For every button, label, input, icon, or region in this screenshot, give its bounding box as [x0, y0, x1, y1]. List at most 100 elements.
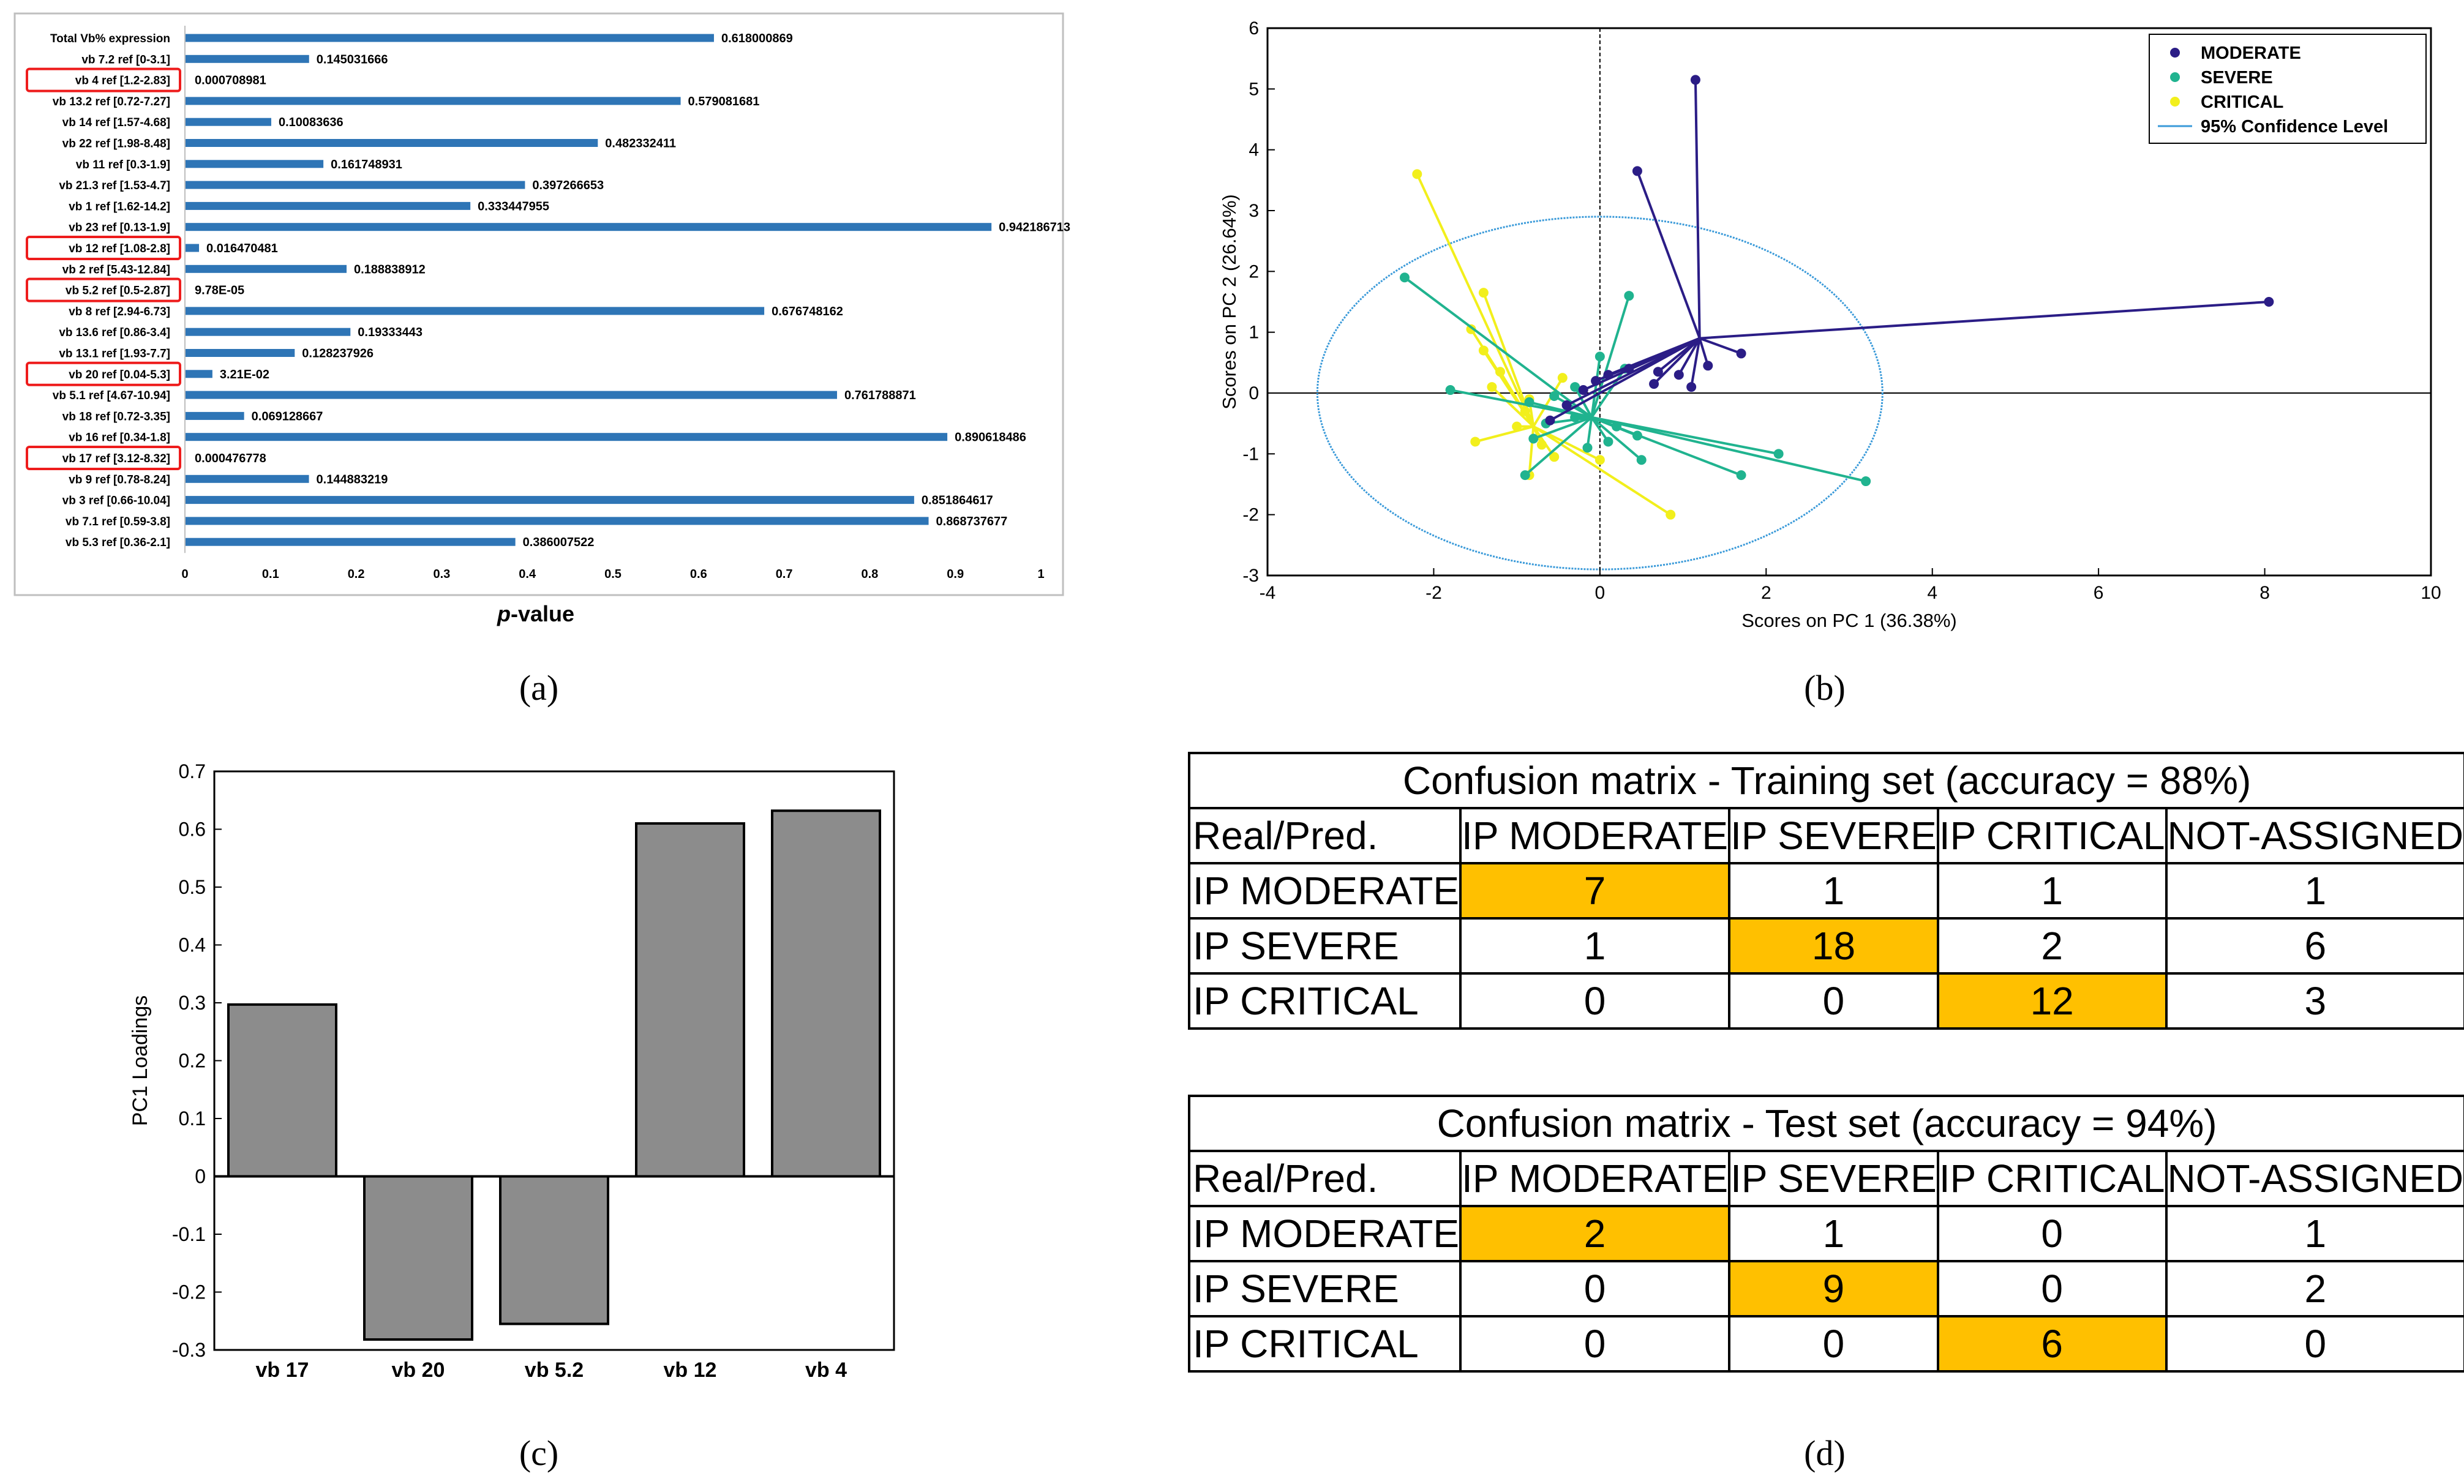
- cm-train-cell: 6: [2165, 917, 2464, 975]
- cm-train-row-label: IP MODERATE: [1187, 862, 1462, 920]
- pvalue-category-label: vb 23 ref [0.13-1.9]: [69, 222, 170, 234]
- pvalue-data-label: 0.016470481: [206, 242, 278, 255]
- cm-train-header-cell: IP MODERATE: [1459, 807, 1731, 864]
- pca-critical-point: [1478, 288, 1489, 298]
- pca-severe-point: [1736, 470, 1746, 481]
- cm-train-cell: 0: [1728, 972, 1939, 1030]
- pvalue-data-label: 0.069128667: [252, 410, 323, 423]
- cm-train-cell: 3: [2165, 972, 2464, 1030]
- cm-train-row-label: IP CRITICAL: [1187, 972, 1462, 1030]
- panel-label-d: (d): [1804, 1433, 1846, 1473]
- chart-a-x-tick-label: 0.7: [776, 568, 793, 581]
- chart-b-x-tick-label: 4: [1927, 583, 1937, 603]
- pca-moderate-point: [1545, 415, 1555, 425]
- chart-c-y-tick-label: 0.7: [179, 760, 206, 782]
- pvalue-category-label: vb 7.2 ref [0-3.1]: [81, 53, 170, 66]
- chart-c-y-tick-label: 0.3: [179, 992, 206, 1014]
- legend-label: SEVERE: [2201, 68, 2273, 88]
- pvalue-category-label: vb 16 ref [0.34-1.8]: [69, 432, 170, 444]
- pvalue-category-label: vb 22 ref [1.98-8.48]: [62, 138, 170, 151]
- pca-severe-point: [1636, 455, 1647, 465]
- chart-a-x-tick-label: 0.5: [604, 568, 622, 581]
- pvalue-data-label: 0.10083636: [279, 116, 344, 129]
- pca-moderate-point: [1703, 361, 1713, 371]
- pvalue-bar: [185, 34, 714, 42]
- pvalue-bar: [185, 264, 347, 273]
- pvalue-category-label: vb 13.1 ref [1.93-7.7]: [59, 348, 170, 361]
- pca-severe-link: [1590, 368, 1626, 418]
- pca-severe-point: [1399, 272, 1410, 283]
- chart-b-y-tick-label: 6: [1249, 18, 1259, 39]
- loading-bar: [499, 1175, 609, 1325]
- pvalue-bar: [185, 181, 525, 189]
- pca-critical-link: [1533, 425, 1672, 516]
- pca-critical-link: [1533, 425, 1601, 462]
- pca-critical-point: [1520, 406, 1530, 416]
- legend-label: 95% Confidence Level: [2201, 117, 2388, 137]
- highlight-box: [26, 277, 181, 302]
- cm-test-cell: 0: [1936, 1260, 2168, 1317]
- chart-c-y-tick-label: 0.6: [179, 819, 206, 841]
- pvalue-bar: [185, 97, 681, 105]
- legend-marker-severe: [2170, 72, 2180, 82]
- pca-moderate-point: [1649, 379, 1659, 389]
- chart-b-y-tick-label: 3: [1249, 201, 1259, 221]
- cm-test-row-label: IP SEVERE: [1187, 1260, 1462, 1317]
- chart-b-pca-scores: -4 -2 0 2 4 6 8 10 -3 -2 -1 0 1 2 3 4 5 6 Scores on PC 1 (…: [1219, 18, 2441, 631]
- pca-severe-point: [1773, 449, 1784, 459]
- pvalue-category-label: vb 14 ref [1.57-4.68]: [62, 116, 170, 129]
- pvalue-data-label: 0.128237926: [302, 347, 374, 361]
- chart-b-x-tick-label: 8: [2259, 583, 2270, 603]
- chart-c-y-tick-label: -0.3: [172, 1339, 206, 1361]
- pca-critical-point: [1557, 373, 1568, 383]
- cm-test-row-label: IP MODERATE: [1187, 1205, 1462, 1262]
- pvalue-data-label: 0.19333443: [358, 326, 423, 339]
- pvalue-category-label: vb 3 ref [0.66-10.04]: [62, 495, 170, 508]
- cm-train-cell: 0: [1459, 972, 1731, 1030]
- pca-severe-link: [1590, 416, 1643, 461]
- pca-moderate-link: [1549, 337, 1700, 422]
- chart-b-ylabel: Scores on PC 2 (26.64%): [1219, 194, 1240, 410]
- pvalue-category-label: vb 13.6 ref [0.86-3.4]: [59, 326, 170, 339]
- pvalue-bar: [185, 244, 200, 252]
- pca-moderate-link: [1653, 337, 1701, 385]
- pvalue-bar: [185, 160, 324, 168]
- cm-train-header-cell: IP SEVERE: [1728, 807, 1939, 864]
- pca-critical-point: [1594, 455, 1605, 465]
- chart-c-y-tick-label: 0.1: [179, 1107, 206, 1130]
- cm-train-header-cell: IP CRITICAL: [1936, 807, 2168, 864]
- cm-test-cell: 2: [1459, 1205, 1731, 1262]
- chart-a-xlabel: p-value: [497, 601, 574, 626]
- chart-c-x-tick-label: vb 20: [392, 1358, 445, 1382]
- pca-critical-point: [1512, 421, 1522, 432]
- pca-severe-link: [1591, 416, 1779, 455]
- cm-test-cell: 2: [2165, 1260, 2464, 1317]
- pvalue-category-label: vb 17 ref [3.12-8.32]: [62, 452, 170, 465]
- cm-train-cell: 7: [1459, 862, 1731, 920]
- chart-c-ylabel: PC1 Loadings: [129, 995, 152, 1126]
- pca-critical-link: [1532, 377, 1564, 427]
- chart-b-x-tick-label: 10: [2421, 583, 2441, 603]
- pvalue-data-label: 0.942186713: [999, 221, 1070, 234]
- pvalue-bar: [185, 433, 948, 441]
- pvalue-category-label: vb 18 ref [0.72-3.35]: [62, 410, 170, 423]
- chart-a-x-tick-label: 0.1: [262, 568, 279, 581]
- cm-train-cell: 1: [2165, 862, 2464, 920]
- pvalue-bar: [185, 223, 992, 231]
- pvalue-category-label: vb 11 ref [0.3-1.9]: [76, 159, 170, 171]
- highlight-box: [26, 446, 181, 470]
- pca-severe-link: [1403, 276, 1593, 419]
- cm-train-cell: 1: [1459, 917, 1731, 975]
- confusion-matrix-test: Confusion matrix - Test set (accuracy = …: [1187, 1095, 2464, 1373]
- chart-b-y-tick-label: -2: [1242, 505, 1259, 525]
- pca-critical-point: [1666, 509, 1676, 520]
- cm-test-header-cell: IP CRITICAL: [1936, 1150, 2168, 1207]
- pvalue-data-label: 0.386007522: [523, 536, 595, 549]
- pca-severe-link: [1529, 400, 1592, 419]
- cm-train-cell: 18: [1728, 917, 1939, 975]
- pvalue-bar: [185, 139, 598, 147]
- chart-c-pc1-loadings: -0.3 -0.2 -0.1 0 0.1 0.2 0.3 0.4 0.5 0.6 0.7 PC1 Lo…: [129, 760, 895, 1382]
- chart-a-x-tick-label: 1: [1037, 568, 1044, 581]
- pvalue-category-label: vb 12 ref [1.08-2.8]: [69, 242, 170, 255]
- pca-severe-point: [1632, 430, 1642, 441]
